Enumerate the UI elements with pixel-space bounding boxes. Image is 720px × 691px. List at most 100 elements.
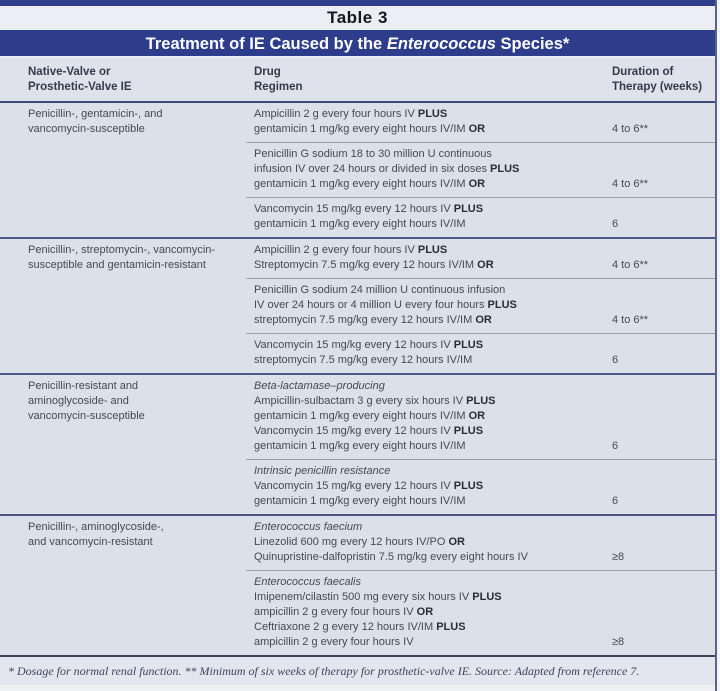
regimen-line: Ampicillin-sulbactam 3 g every six hours… [254,394,612,409]
emphasis-text: OR [468,123,486,135]
regimen-line: streptomycin 7.5 mg/kg every 12 hours IV… [254,313,612,328]
regimen-cell: Penicillin G sodium 18 to 30 million U c… [246,147,612,192]
regimen-line: Vancomycin 15 mg/kg every 12 hours IV PL… [254,479,612,494]
emphasis-text: OR [448,536,465,548]
column-header-row: Native-Valve or Prosthetic-Valve IE Drug… [0,58,715,103]
regimen-line: Intrinsic penicillin resistance [254,464,612,479]
regimen-line: Penicillin G sodium 18 to 30 million U c… [254,147,612,162]
regimen-line: gentamicin 1 mg/kg every eight hours IV/… [254,409,612,424]
column-header-drug-regimen: Drug Regimen [246,65,612,101]
header-line: Regimen [254,80,303,93]
emphasis-text: PLUS [472,591,502,603]
emphasis-text: OR [477,259,494,271]
section-rows: Ampicillin 2 g every four hours IV PLUS S… [246,239,715,373]
regimen-row: Ampicillin 2 g every four hours IV PLUS S… [246,239,715,278]
regimen-line: gentamicin 1 mg/kg every eight hours IV/… [254,177,612,192]
condition-line: susceptible and gentamicin-resistant [28,259,206,271]
emphasis-text: PLUS [453,339,484,351]
text-segment: Vancomycin 15 mg/kg every 12 hours IV [254,203,454,215]
duration-cell: 6 [612,354,619,366]
regimen-cell: Ampicillin 2 g every four hours IV PLUS S… [246,243,612,273]
table-section: Penicillin-, gentamicin-, and vancomycin-… [0,103,715,237]
regimen-line: Imipenem/cilastin 500 mg every six hours… [254,590,612,605]
regimen-row: Penicillin G sodium 24 million U continu… [246,278,715,333]
condition-line: vancomycin-susceptible [28,123,145,135]
regimen-row: Penicillin G sodium 18 to 30 million U c… [246,142,715,197]
regimen-cell: Penicillin G sodium 24 million U continu… [246,283,612,328]
regimen-line: Quinupristine-dalfopristin 7.5 mg/kg eve… [254,550,612,565]
text-segment: gentamicin 1 mg/kg every eight hours IV/… [254,440,466,452]
text-segment: IV over 24 hours or 4 million U every fo… [254,299,488,311]
text-segment: Penicillin G sodium 24 million U continu… [254,284,506,296]
header-line: Native-Valve or [28,66,111,78]
regimen-row: Beta-lactamase–producing Ampicillin-sulba… [246,375,715,459]
regimen-line: Ampicillin 2 g every four hours IV PLUS [254,243,612,258]
text-segment: Imipenem/cilastin 500 mg every six hours… [254,591,473,603]
header-line: Prosthetic-Valve IE [28,80,132,93]
condition-cell: Penicillin-, gentamicin-, and vancomycin-… [0,103,246,237]
condition-cell: Penicillin-, streptomycin-, vancomycin-s… [0,239,246,373]
text-segment: streptomycin 7.5 mg/kg every 12 hours IV… [254,354,473,366]
text-segment: ampicillin 2 g every four hours IV [254,636,414,648]
regimen-line: streptomycin 7.5 mg/kg every 12 hours IV… [254,353,612,368]
text-segment: gentamicin 1 mg/kg every eight hours IV/… [254,123,469,135]
table-label: Table 3 [0,6,715,30]
regimen-cell: Ampicillin 2 g every four hours IV PLUS g… [246,107,612,137]
text-segment: Quinupristine-dalfopristin 7.5 mg/kg eve… [254,551,528,563]
text-segment: Vancomycin 15 mg/kg every 12 hours IV [254,339,454,351]
condition-line: aminoglycoside- and [28,395,129,407]
italic-subheading: Beta-lactamase–producing [254,380,385,392]
duration-cell: ≥8 [612,551,625,563]
emphasis-text: PLUS [490,163,520,175]
duration-cell: 4 to 6** [612,123,649,135]
emphasis-text: PLUS [453,480,484,492]
regimen-row: Intrinsic penicillin resistance Vancomyci… [246,459,715,514]
section-rows: Beta-lactamase–producing Ampicillin-sulba… [246,375,715,514]
column-header-duration: Duration of Therapy (weeks) [612,65,715,101]
duration-cell: ≥8 [612,636,625,648]
regimen-line: Ceftriaxone 2 g every 12 hours IV/IM PLU… [254,620,612,635]
regimen-cell: Enterococcus faecalis Imipenem/cilastin 5… [246,575,612,650]
regimen-line: IV over 24 hours or 4 million U every fo… [254,298,612,313]
emphasis-text: PLUS [453,425,484,437]
regimen-line: infusion IV over 24 hours or divided in … [254,162,612,177]
italic-subheading: Enterococcus faecalis [254,576,361,588]
header-line: Duration of [612,66,674,78]
title-suffix: Species* [495,35,570,53]
regimen-line: Beta-lactamase–producing [254,379,612,394]
table-title-banner: Treatment of IE Caused by the Enterococc… [0,30,715,58]
regimen-line: Streptomycin 7.5 mg/kg every 12 hours IV… [254,258,612,273]
regimen-line: Penicillin G sodium 24 million U continu… [254,283,612,298]
regimen-line: Enterococcus faecalis [254,575,612,590]
regimen-cell: Enterococcus faecium Linezolid 600 mg eve… [246,520,612,565]
bottom-margin-strip [0,685,715,691]
regimen-row: Enterococcus faecalis Imipenem/cilastin 5… [246,570,715,655]
text-segment: Ampicillin 2 g every four hours IV [254,244,418,256]
title-species-italic: Enterococcus [386,35,496,53]
condition-line: Penicillin-, aminoglycoside-, [28,521,164,533]
condition-cell: Penicillin-resistant and aminoglycoside- … [0,375,246,514]
emphasis-text: OR [475,314,492,326]
emphasis-text: PLUS [487,299,517,311]
header-line: Drug [254,66,281,78]
regimen-row: Enterococcus faecium Linezolid 600 mg eve… [246,516,715,570]
emphasis-text: OR [468,410,486,422]
condition-cell: Penicillin-, aminoglycoside-, and vancomy… [0,516,246,655]
text-segment: Ceftriaxone 2 g every 12 hours IV/IM [254,621,437,633]
condition-line: Penicillin-, streptomycin-, vancomycin- [28,244,216,256]
regimen-cell: Vancomycin 15 mg/kg every 12 hours IV PL… [246,202,612,232]
text-segment: gentamicin 1 mg/kg every eight hours IV/… [254,495,466,507]
text-segment: gentamicin 1 mg/kg every eight hours IV/… [254,410,469,422]
emphasis-text: OR [468,178,486,190]
emphasis-text: PLUS [453,203,484,215]
table-section: Penicillin-, aminoglycoside-, and vancomy… [0,514,715,655]
duration-cell: 6 [612,495,619,507]
condition-line: Penicillin-resistant and [28,380,139,392]
text-segment: gentamicin 1 mg/kg every eight hours IV/… [254,178,469,190]
regimen-line: Ampicillin 2 g every four hours IV PLUS [254,107,612,122]
regimen-line: gentamicin 1 mg/kg every eight hours IV/… [254,122,612,137]
emphasis-text: PLUS [417,244,448,256]
emphasis-text: PLUS [466,395,496,407]
text-segment: Streptomycin 7.5 mg/kg every 12 hours IV… [254,259,478,271]
